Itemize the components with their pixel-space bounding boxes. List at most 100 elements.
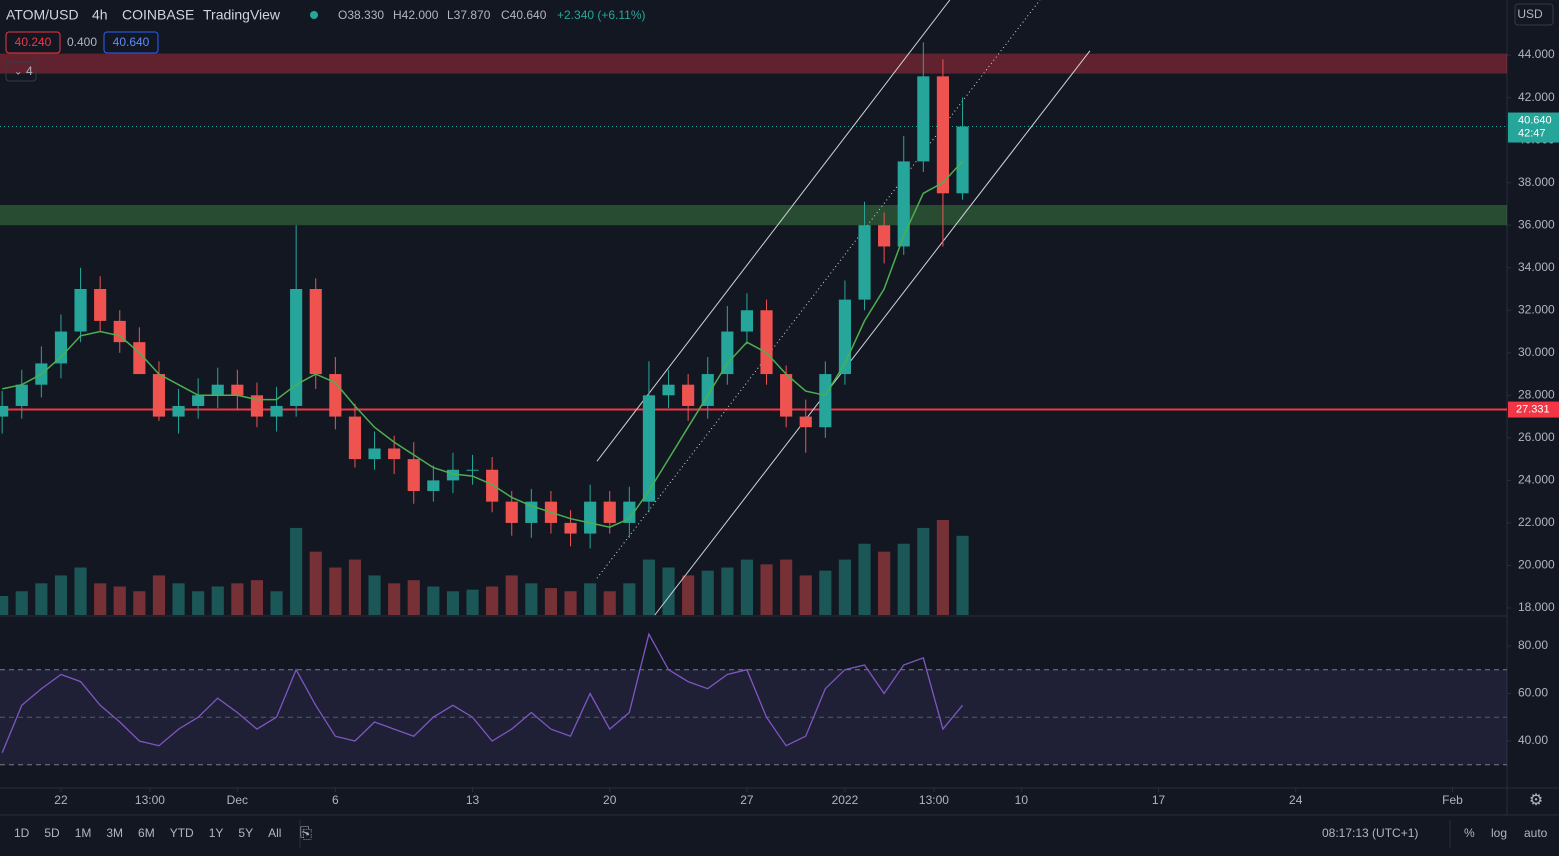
y-tick-label: 32.000: [1518, 302, 1555, 316]
volume-bar: [446, 591, 460, 615]
rsi-tick-label: 80.00: [1518, 638, 1548, 652]
candle-body: [15, 384, 28, 406]
volume-bar: [544, 588, 558, 615]
volume-bar: [407, 580, 420, 615]
volume-bar: [152, 575, 166, 615]
auto-toggle[interactable]: auto: [1524, 826, 1548, 840]
candle-body: [662, 384, 675, 396]
volume-bar: [564, 591, 577, 615]
candle-body: [368, 448, 381, 460]
ohlc-close: C40.640: [501, 8, 547, 22]
x-tick-label: 27: [740, 793, 754, 807]
indicator-count[interactable]: 4: [26, 64, 33, 78]
rsi-tick-label: 60.00: [1518, 686, 1548, 700]
ask-box[interactable]: [103, 31, 159, 54]
range-button[interactable]: 5D: [44, 826, 60, 840]
y-tick-label: 18.000: [1518, 600, 1555, 614]
volume-bar: [35, 583, 48, 615]
volume-bar: [701, 570, 714, 615]
rsi-tick-label: 40.00: [1518, 733, 1548, 747]
spread: 0.400: [67, 35, 97, 49]
x-tick-label: 17: [1152, 793, 1166, 807]
x-tick-label: 6: [332, 793, 339, 807]
range-button[interactable]: 3M: [106, 826, 123, 840]
x-tick-label: Feb: [1442, 793, 1463, 807]
range-button[interactable]: 6M: [138, 826, 155, 840]
volume-bar: [936, 520, 950, 615]
interval[interactable]: 4h: [92, 7, 108, 23]
currency-box[interactable]: [1514, 3, 1554, 26]
candle-body: [642, 395, 656, 502]
date-range-icon[interactable]: ⎘: [300, 825, 312, 842]
ohlc-low: L37.870: [447, 8, 491, 22]
volume-bar: [211, 586, 224, 615]
volume-bar: [329, 567, 342, 615]
range-button[interactable]: 1M: [75, 826, 92, 840]
candle-body: [329, 374, 342, 417]
range-button[interactable]: 1Y: [209, 826, 224, 840]
percent-toggle[interactable]: %: [1464, 826, 1475, 840]
range-button[interactable]: 1D: [14, 826, 30, 840]
volume-bar: [486, 586, 499, 615]
volume-bar: [760, 564, 773, 615]
candle-body: [309, 288, 322, 375]
zone: [0, 205, 1507, 226]
y-tick-label: 42.000: [1518, 90, 1555, 104]
candle-body: [486, 469, 499, 502]
log-toggle[interactable]: log: [1491, 826, 1507, 840]
y-tick-label: 24.000: [1518, 473, 1555, 487]
y-tick-label: 26.000: [1518, 430, 1555, 444]
x-tick-label: 2022: [832, 793, 859, 807]
bid[interactable]: 40.240: [15, 35, 52, 49]
volume-bar: [15, 591, 28, 615]
zone: [0, 53, 1507, 74]
range-button[interactable]: All: [268, 826, 281, 840]
trendline[interactable]: [596, 0, 951, 462]
volume-bar: [603, 591, 616, 615]
candle-body: [721, 331, 734, 375]
candle-body: [54, 331, 68, 364]
settings-icon[interactable]: ⚙: [1529, 792, 1543, 809]
trendline[interactable]: [596, 0, 1041, 579]
currency[interactable]: USD: [1517, 7, 1543, 21]
candle-body: [936, 76, 950, 194]
candle-body: [172, 405, 185, 417]
volume-bar: [74, 567, 87, 615]
x-tick-label: 13:00: [135, 793, 165, 807]
volume-bar: [172, 583, 185, 615]
volume-bar: [192, 591, 205, 615]
candle-body: [897, 161, 910, 247]
range-button[interactable]: YTD: [170, 826, 194, 840]
ask[interactable]: 40.640: [113, 35, 150, 49]
candle-body: [427, 480, 440, 492]
volume-bar: [250, 580, 264, 615]
x-tick-label: 13: [466, 793, 480, 807]
trendline[interactable]: [654, 50, 1091, 616]
countdown: 42:47: [1518, 127, 1546, 139]
candle-body: [192, 395, 205, 406]
x-tick-label: Dec: [227, 793, 248, 807]
indicator-toggle[interactable]: [5, 61, 37, 82]
volume-bar: [799, 575, 812, 615]
volume-bar: [348, 559, 362, 615]
volume-bar: [897, 543, 910, 615]
clock: 08:17:13 (UTC+1): [1322, 826, 1418, 840]
volume-bar: [270, 591, 283, 615]
support-price-label: 27.331: [1516, 403, 1550, 415]
symbol[interactable]: ATOM/USD: [6, 7, 79, 23]
candle-body: [819, 374, 832, 428]
y-tick-label: 34.000: [1518, 260, 1555, 274]
candle-body: [701, 374, 714, 406]
last-price-label: 40.640: [1518, 114, 1552, 126]
y-tick-label: 30.000: [1518, 345, 1555, 359]
volume-bar: [721, 567, 734, 615]
candle-body: [211, 384, 224, 396]
volume-bar: [427, 586, 440, 615]
bid-box[interactable]: [5, 31, 61, 54]
volume-bar: [388, 583, 401, 615]
ohlc-change: +2.340 (+6.11%): [557, 8, 646, 22]
range-button[interactable]: 5Y: [238, 826, 253, 840]
candle-body: [270, 405, 283, 417]
